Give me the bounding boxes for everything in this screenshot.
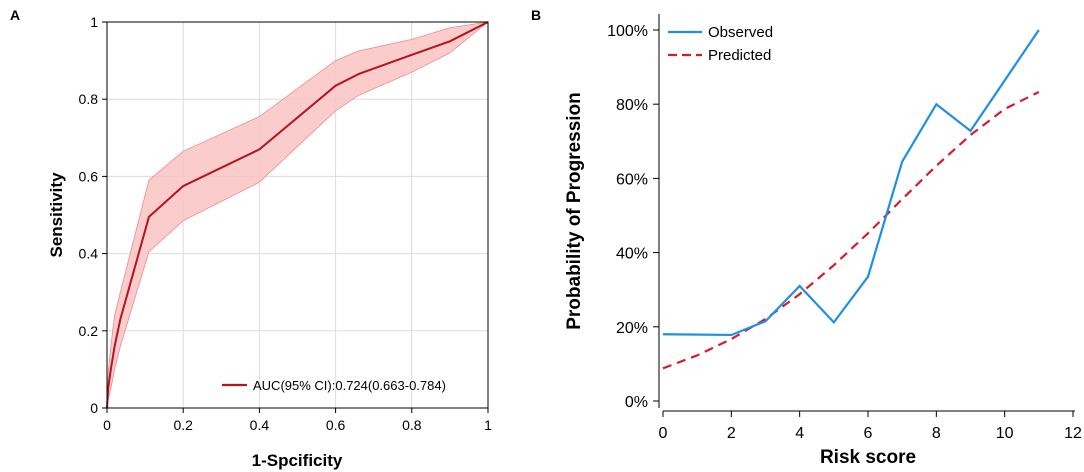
calibration-y-tick-label: 60% [616, 171, 648, 188]
calibration-y-tick-label: 100% [607, 23, 648, 40]
calibration-x-tick-label: 4 [795, 425, 804, 442]
roc-y-ticks: 0 0.2 0.4 0.6 0.8 1 [79, 14, 107, 416]
calibration-y-tick-label: 20% [616, 320, 648, 337]
calibration-y-axis-label: Probability of Progression [564, 92, 585, 330]
roc-y-tick-label: 1 [90, 14, 98, 30]
calibration-chart: 0 2 4 6 8 10 12 0%20%40%60%80%100% Risk score … [564, 14, 1082, 468]
calibration-y-tick-label: 80% [616, 97, 648, 114]
calibration-y-tick-label: 0% [625, 394, 648, 411]
roc-x-tick-label: 0 [103, 417, 111, 433]
roc-x-tick-label: 0.2 [173, 417, 193, 433]
roc-x-tick-label: 0.6 [326, 417, 346, 433]
panel-letter-a: A [10, 7, 20, 23]
legend-label-observed: Observed [708, 24, 773, 41]
roc-legend-label: AUC(95% CI):0.724(0.663-0.784) [253, 378, 446, 393]
roc-x-tick-label: 0.4 [250, 417, 270, 433]
calibration-x-tick-label: 12 [1064, 425, 1082, 442]
roc-y-tick-label: 0.4 [79, 246, 99, 262]
predicted-line [662, 90, 1040, 370]
roc-x-ticks: 0 0.2 0.4 0.6 0.8 1 [103, 408, 492, 433]
roc-y-tick-label: 0.2 [79, 323, 99, 339]
calibration-x-tick-label: 10 [996, 425, 1014, 442]
roc-confidence-band [107, 22, 488, 408]
roc-x-tick-label: 1 [484, 417, 492, 433]
roc-x-axis-label: 1-Spcificity [252, 451, 343, 470]
roc-ci-lower-edge [106, 21, 489, 409]
roc-y-axis-label: Sensitivity [47, 172, 66, 258]
roc-legend: AUC(95% CI):0.724(0.663-0.784) [222, 378, 446, 393]
roc-plot-frame [106, 21, 489, 409]
roc-y-tick-label: 0.6 [79, 168, 99, 184]
roc-chart: 0 0.2 0.4 0.6 0.8 1 0 0.2 0.4 0.6 0.8 1 1-Spcifici… [47, 14, 492, 470]
calibration-x-axis-label: Risk score [820, 447, 916, 468]
calibration-x-ticks: 0 2 4 6 8 10 12 [659, 411, 1082, 442]
panel-letter-b: B [531, 7, 541, 23]
roc-curve [106, 21, 489, 409]
calibration-x-tick-label: 8 [932, 425, 941, 442]
roc-ci-upper-edge [106, 21, 489, 409]
calibration-x-tick-label: 2 [727, 425, 736, 442]
observed-line [662, 29, 1040, 337]
roc-y-tick-label: 0 [90, 400, 98, 416]
roc-y-tick-label: 0.8 [79, 91, 99, 107]
calibration-x-tick-label: 6 [864, 425, 873, 442]
calibration-legend: Observed Predicted [668, 24, 773, 64]
calibration-x-tick-label: 0 [659, 425, 668, 442]
roc-x-tick-label: 0.8 [402, 417, 422, 433]
calibration-y-tick-label: 40% [616, 246, 648, 263]
legend-label-predicted: Predicted [708, 47, 771, 64]
calibration-y-ticks: 0% 20% 40% 60% 80% 100% [607, 23, 659, 411]
